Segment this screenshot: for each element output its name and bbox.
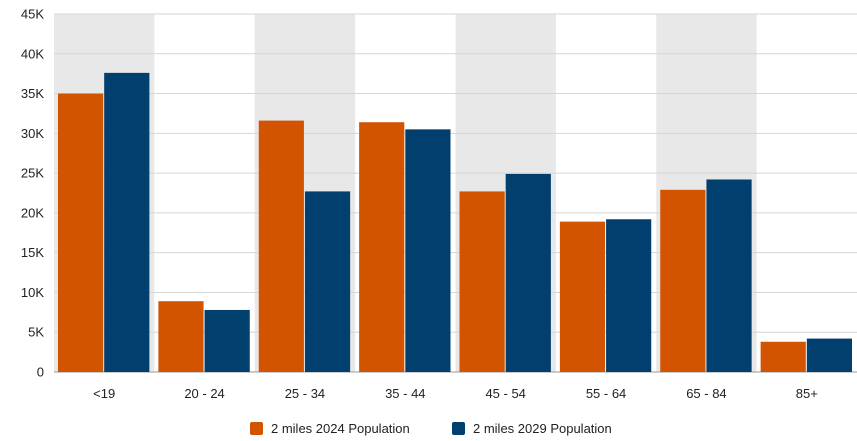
legend-swatch bbox=[452, 422, 465, 435]
legend-item[interactable]: 2 miles 2029 Population bbox=[452, 421, 612, 436]
x-tick-label: 85+ bbox=[796, 386, 818, 401]
bar-2024-4 bbox=[459, 191, 505, 372]
bar-2029-3 bbox=[405, 129, 451, 372]
bar-2024-1 bbox=[158, 301, 204, 372]
bar-2024-2 bbox=[258, 120, 304, 372]
legend: 2 miles 2024 Population 2 miles 2029 Popu… bbox=[250, 421, 612, 436]
y-tick-label: 45K bbox=[21, 7, 44, 22]
y-tick-label: 10K bbox=[21, 285, 44, 300]
bar-2024-3 bbox=[359, 122, 405, 372]
bar-2029-0 bbox=[104, 72, 150, 373]
x-tick-label: 45 - 54 bbox=[485, 386, 525, 401]
y-tick-label: 35K bbox=[21, 86, 44, 101]
legend-swatch bbox=[250, 422, 263, 435]
bar-2029-1 bbox=[204, 309, 250, 372]
y-axis: 0 5K 10K 15K 20K 25K 30K 35K 40K 45K bbox=[21, 7, 44, 380]
bar-2024-6 bbox=[660, 189, 706, 372]
bar-2029-5 bbox=[606, 219, 652, 372]
x-tick-label: <19 bbox=[93, 386, 115, 401]
y-tick-label: 15K bbox=[21, 245, 44, 260]
x-axis: <19 20 - 24 25 - 34 35 - 44 45 - 54 55 - 64 65… bbox=[93, 386, 818, 401]
y-tick-label: 0 bbox=[37, 365, 44, 380]
y-tick-label: 30K bbox=[21, 126, 44, 141]
y-tick-label: 40K bbox=[21, 46, 44, 61]
bar-2024-0 bbox=[58, 93, 104, 373]
x-tick-label: 55 - 64 bbox=[586, 386, 626, 401]
legend-label: 2 miles 2024 Population bbox=[271, 421, 410, 436]
bar-2024-5 bbox=[559, 221, 606, 372]
y-tick-label: 25K bbox=[21, 166, 44, 181]
legend-label: 2 miles 2029 Population bbox=[473, 421, 612, 436]
bar-2029-6 bbox=[706, 179, 752, 372]
x-tick-label: 65 - 84 bbox=[686, 386, 726, 401]
bars bbox=[58, 72, 852, 373]
bar-2029-4 bbox=[505, 173, 551, 372]
x-tick-label: 25 - 34 bbox=[285, 386, 325, 401]
legend-item[interactable]: 2 miles 2024 Population bbox=[250, 421, 410, 436]
y-tick-label: 5K bbox=[28, 325, 44, 340]
bar-2024-7 bbox=[760, 341, 806, 372]
x-tick-label: 35 - 44 bbox=[385, 386, 425, 401]
bar-2029-2 bbox=[304, 191, 351, 372]
y-tick-label: 20K bbox=[21, 205, 44, 220]
bar-2029-7 bbox=[806, 338, 852, 372]
x-tick-label: 20 - 24 bbox=[184, 386, 224, 401]
